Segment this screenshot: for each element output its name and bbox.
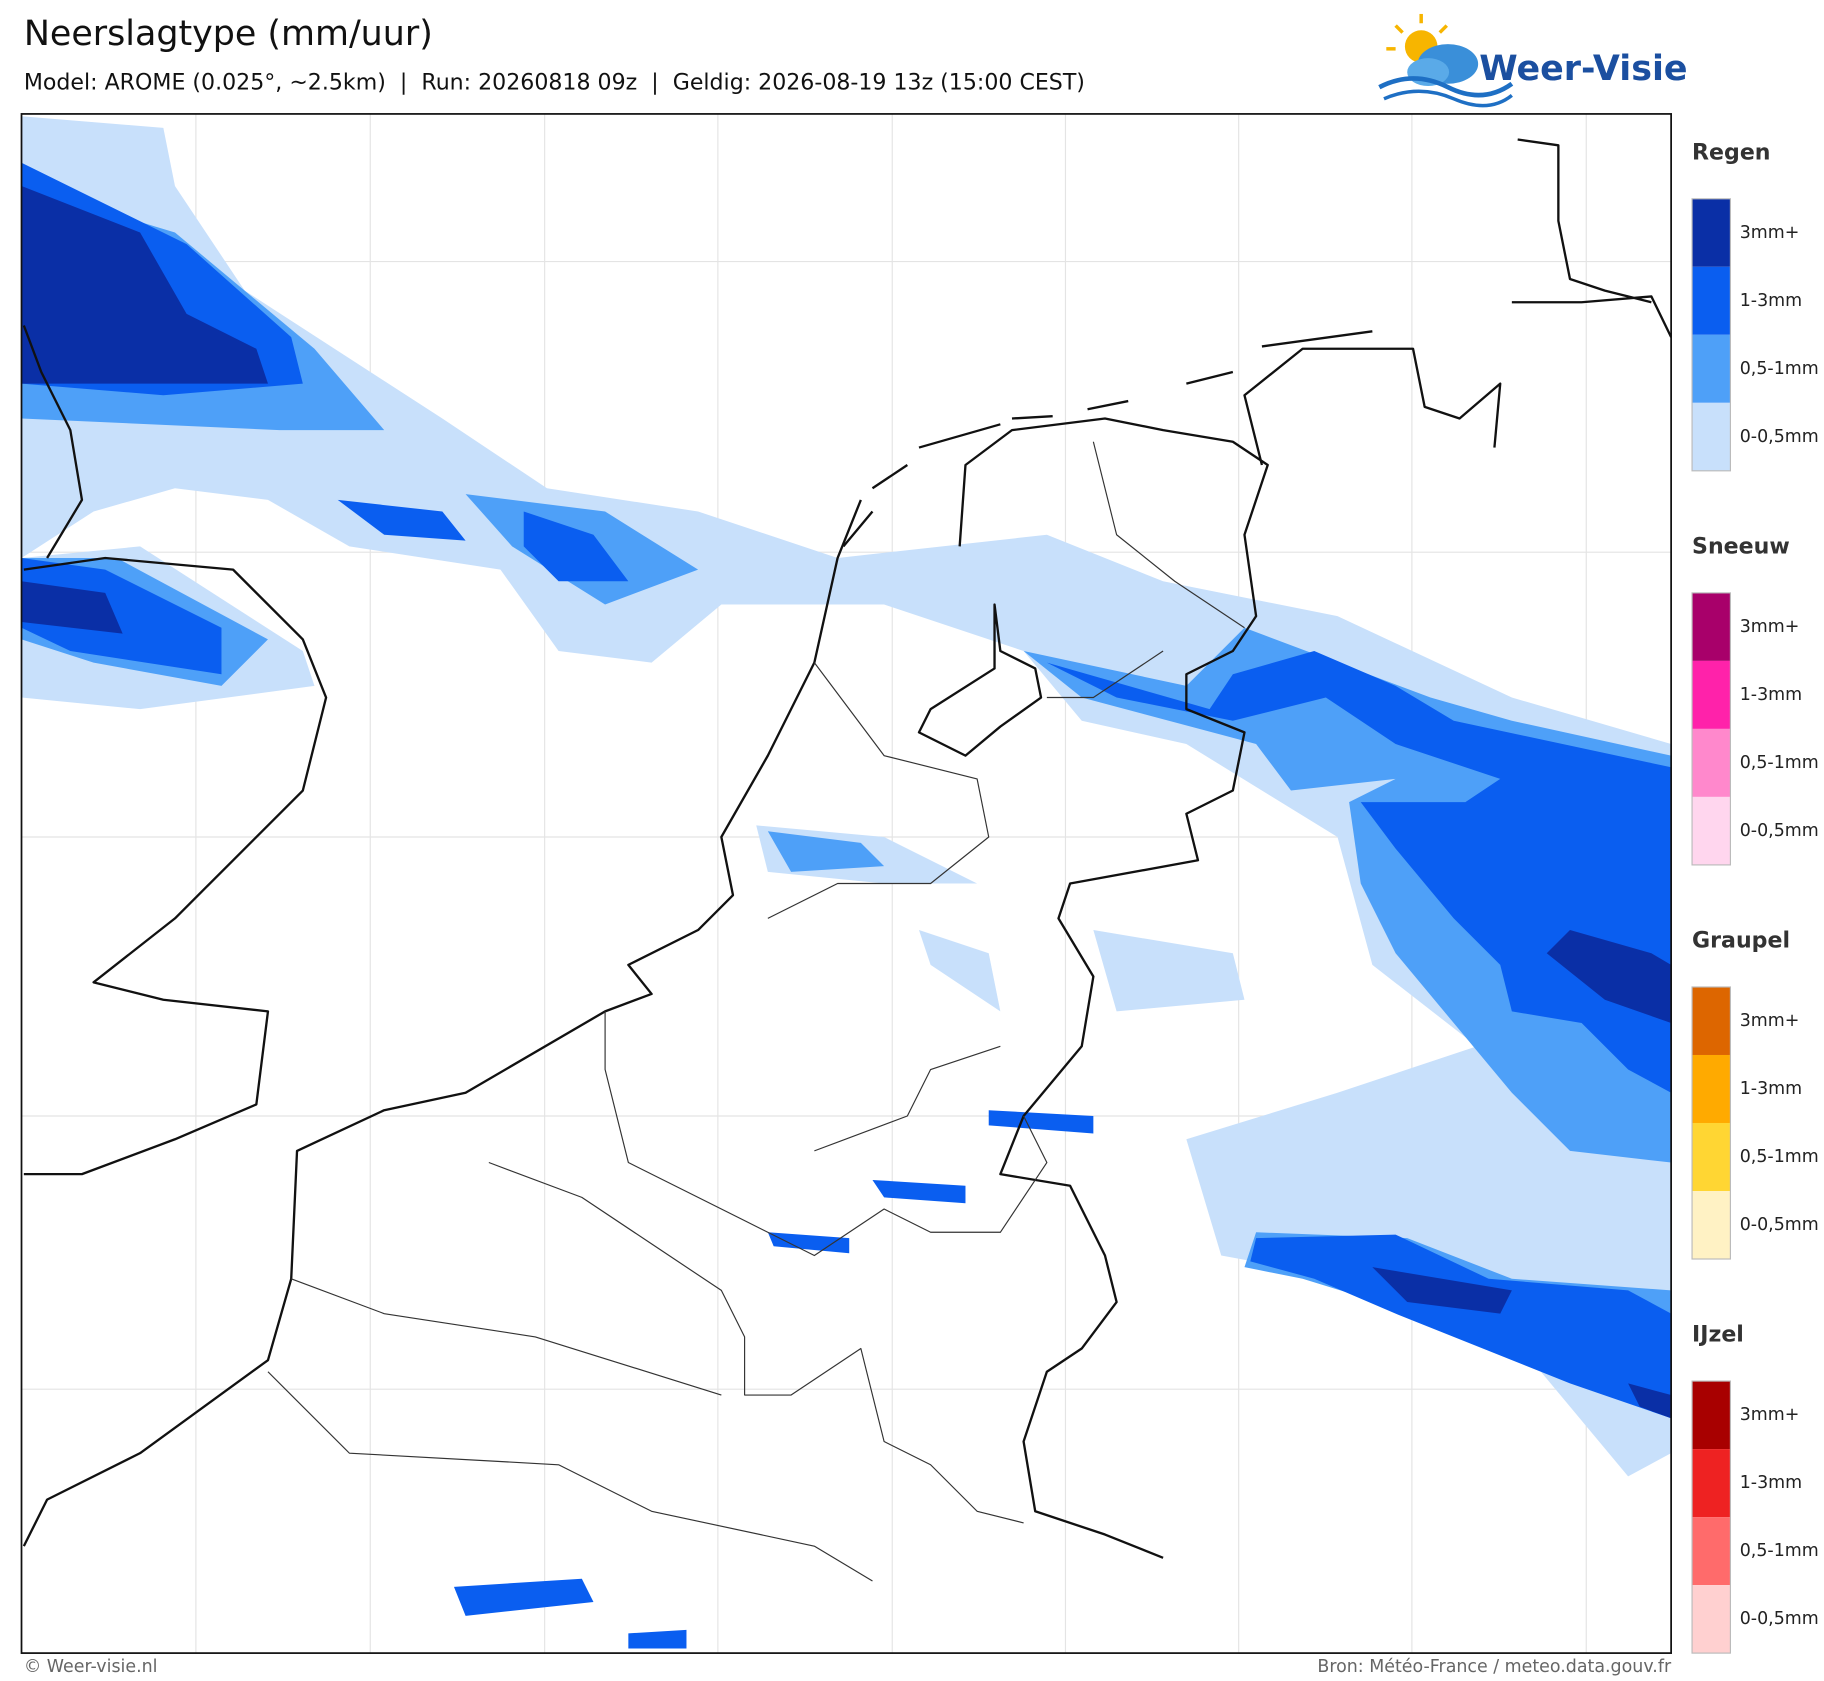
legend-label: 1-3mm bbox=[1740, 1079, 1802, 1099]
legend-swatch bbox=[1692, 334, 1731, 403]
legend-label: 1-3mm bbox=[1740, 291, 1802, 311]
legend-swatch bbox=[1692, 660, 1731, 729]
legend-label: 3mm+ bbox=[1740, 1011, 1800, 1031]
legend-label: 3mm+ bbox=[1740, 1405, 1800, 1425]
legend-swatch bbox=[1692, 1381, 1731, 1450]
legend-label: 1-3mm bbox=[1740, 1473, 1802, 1493]
legend-label: 0,5-1mm bbox=[1740, 753, 1819, 773]
map bbox=[21, 113, 1672, 1654]
legend-label: 3mm+ bbox=[1740, 223, 1800, 243]
logo-text: Weer-Visie bbox=[1479, 49, 1687, 89]
legend-title: Graupel bbox=[1692, 929, 1790, 954]
legend-swatch bbox=[1692, 402, 1731, 471]
map-frame bbox=[20, 113, 1672, 1654]
legend-label: 3mm+ bbox=[1740, 617, 1800, 637]
legend-label: 0-0,5mm bbox=[1740, 1609, 1819, 1629]
legend-label: 0-0,5mm bbox=[1740, 427, 1819, 447]
legend-swatch bbox=[1692, 1190, 1731, 1260]
footer-right: Bron: Météo-France / meteo.data.gouv.fr bbox=[1317, 1657, 1672, 1677]
legend-label: 0,5-1mm bbox=[1740, 359, 1819, 379]
borders bbox=[267, 441, 1245, 1582]
legend-swatch bbox=[1692, 728, 1731, 797]
legend-swatch bbox=[1692, 1517, 1731, 1586]
legend-label: 0,5-1mm bbox=[1740, 1541, 1819, 1561]
legend-label: 0,5-1mm bbox=[1740, 1147, 1819, 1167]
footer-left: © Weer-visie.nl bbox=[24, 1657, 158, 1677]
legend-swatch bbox=[1692, 266, 1731, 335]
legend-swatch bbox=[1692, 986, 1731, 1055]
legend-box bbox=[1691, 986, 1731, 1260]
legend: Regen 3mm+ 1-3mm 0,5-1mm 0-0,5mm Sneeuw 3mm+ 1-… bbox=[1691, 140, 1819, 1654]
legend-title: Sneeuw bbox=[1692, 535, 1790, 560]
subtitle: Model: AROME (0.025°, ~2.5km) | Run: 202… bbox=[24, 71, 1085, 96]
precipitation bbox=[21, 116, 1672, 1649]
legend-swatch bbox=[1692, 1585, 1731, 1654]
legend-title: IJzel bbox=[1692, 1323, 1744, 1348]
legend-box bbox=[1691, 1380, 1731, 1654]
legend-swatch bbox=[1692, 796, 1731, 865]
legend-swatch bbox=[1692, 592, 1731, 661]
legend-swatch bbox=[1692, 1449, 1731, 1518]
legend-title: Regen bbox=[1692, 140, 1770, 165]
logo: Weer-Visie bbox=[1378, 13, 1688, 108]
legend-label: 1-3mm bbox=[1740, 685, 1802, 705]
legend-swatch bbox=[1692, 1054, 1731, 1123]
legend-label: 0-0,5mm bbox=[1740, 821, 1819, 841]
legend-swatch bbox=[1692, 1122, 1731, 1191]
legend-box bbox=[1691, 198, 1731, 472]
legend-box bbox=[1691, 592, 1731, 866]
title: Neerslagtype (mm/uur) bbox=[24, 14, 433, 54]
coastlines bbox=[22, 138, 1672, 1559]
legend-label: 0-0,5mm bbox=[1740, 1215, 1819, 1235]
legend-swatch bbox=[1692, 198, 1731, 267]
